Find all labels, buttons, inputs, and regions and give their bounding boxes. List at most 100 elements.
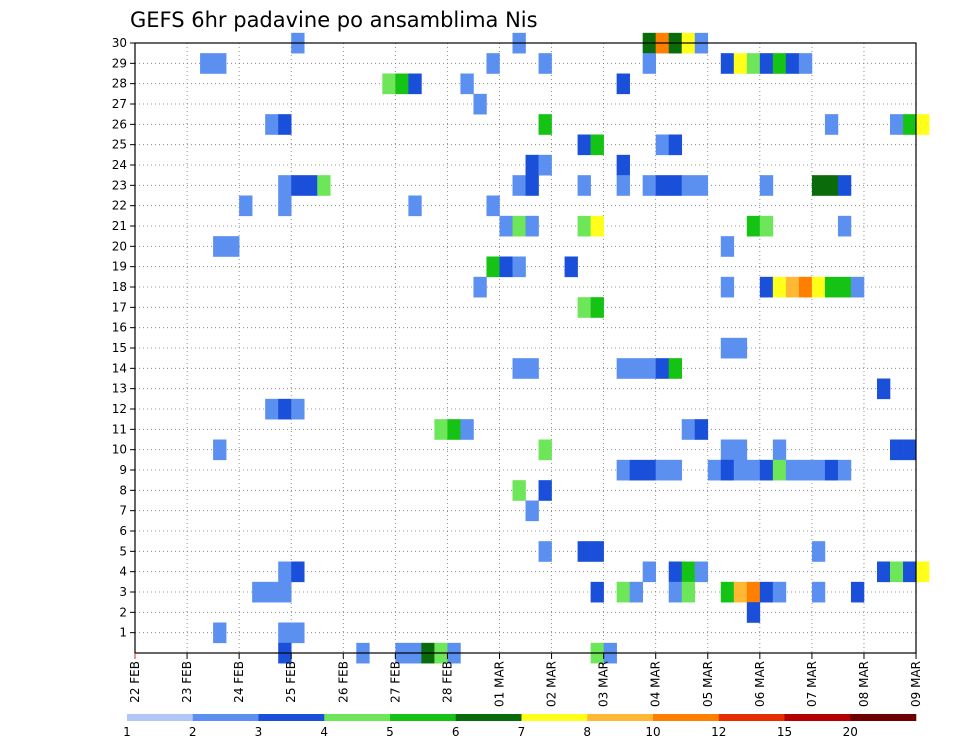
data-cell [395, 73, 409, 95]
data-cell [746, 602, 761, 623]
data-cell [850, 581, 865, 603]
data-cell [460, 419, 474, 440]
data-cell [759, 276, 774, 298]
data-cell [616, 581, 630, 603]
x-tick-label: 26 FEB [336, 661, 350, 703]
data-cell [291, 561, 305, 583]
data-cell [837, 215, 852, 237]
data-cell [694, 561, 709, 583]
data-cell [837, 459, 852, 481]
data-cell [811, 276, 826, 298]
y-tick-label: 28 [112, 77, 127, 91]
chart-title: GEFS 6hr padavine po ansamblima Nis [130, 8, 538, 32]
x-tick-label: 06 MAR [753, 661, 767, 707]
data-cell [772, 53, 787, 74]
data-cell [798, 459, 813, 481]
colorbar-swatch [587, 714, 654, 721]
data-cell [759, 215, 774, 237]
data-cell [538, 114, 552, 135]
data-cell [278, 114, 292, 135]
data-cell [837, 276, 852, 298]
x-tick-label: 28 FEB [440, 661, 454, 703]
data-cell [903, 561, 917, 583]
data-cell [512, 480, 526, 501]
y-tick-label: 10 [112, 443, 127, 457]
data-cell [642, 459, 656, 481]
colorbar-swatch [521, 714, 588, 721]
data-cell [239, 195, 253, 217]
data-cell [772, 581, 787, 603]
data-cell [577, 541, 591, 562]
x-tick-label: 09 MAR [909, 661, 923, 707]
data-cell [811, 175, 826, 196]
data-cells [200, 32, 930, 664]
data-cell [408, 195, 422, 217]
colorbar-label: 1 [123, 725, 131, 739]
y-tick-label: 18 [112, 280, 127, 294]
x-tick-label: 01 MAR [492, 661, 506, 707]
data-cell [291, 175, 305, 196]
data-cell [590, 541, 604, 562]
x-tick-label: 22 FEB [128, 661, 142, 703]
y-tick-label: 15 [112, 341, 127, 355]
data-cell [577, 134, 591, 156]
data-cell [890, 114, 904, 135]
data-cell [291, 398, 305, 420]
y-tick-label: 25 [112, 138, 127, 152]
data-cell [213, 439, 227, 461]
y-tick-label: 14 [112, 361, 127, 375]
data-cell [616, 154, 630, 176]
data-cell [746, 215, 761, 237]
data-cell [642, 53, 656, 74]
x-tick-label: 03 MAR [597, 661, 611, 707]
data-cell [655, 358, 670, 379]
data-cell [252, 581, 266, 603]
data-cell [694, 175, 709, 196]
y-tick-label: 11 [112, 422, 127, 436]
data-cell [499, 256, 513, 278]
data-cell [642, 358, 656, 379]
data-cell [291, 622, 305, 644]
data-cell [590, 581, 604, 603]
data-cell [642, 175, 656, 196]
data-cell [590, 134, 604, 156]
data-cell [629, 358, 643, 379]
data-cell [785, 459, 800, 481]
x-tick-label: 04 MAR [649, 661, 663, 707]
data-cell [824, 459, 839, 481]
data-cell [512, 256, 526, 278]
data-cell [785, 276, 800, 298]
data-cell [577, 215, 591, 237]
data-cell [772, 459, 787, 481]
data-cell [538, 541, 552, 562]
data-cell [720, 581, 735, 603]
data-cell [226, 236, 240, 257]
data-cell [903, 439, 917, 461]
x-tick-label: 05 MAR [701, 661, 715, 707]
colorbar-swatch [718, 714, 785, 721]
data-cell [525, 500, 539, 522]
colorbar-swatch [850, 714, 917, 721]
y-tick-label: 17 [112, 300, 127, 314]
data-cell [642, 561, 656, 583]
data-cell [772, 439, 787, 461]
data-cell [707, 459, 722, 481]
x-tick-label: 24 FEB [232, 661, 246, 703]
data-cell [213, 622, 227, 644]
data-cell [538, 154, 552, 176]
colorbar-swatch [455, 714, 522, 721]
data-cell [265, 398, 279, 420]
y-tick-label: 13 [112, 382, 127, 396]
y-tick-label: 30 [112, 36, 127, 50]
data-cell [837, 175, 852, 196]
data-cell [824, 114, 839, 135]
data-cell [811, 541, 826, 562]
data-cell [720, 459, 735, 481]
colorbar-swatch [784, 714, 851, 721]
colorbar-label: 6 [452, 725, 460, 739]
data-cell [382, 73, 396, 95]
data-cell [759, 581, 774, 603]
data-cell [473, 93, 487, 115]
data-cell [759, 175, 774, 196]
data-cell [668, 581, 683, 603]
